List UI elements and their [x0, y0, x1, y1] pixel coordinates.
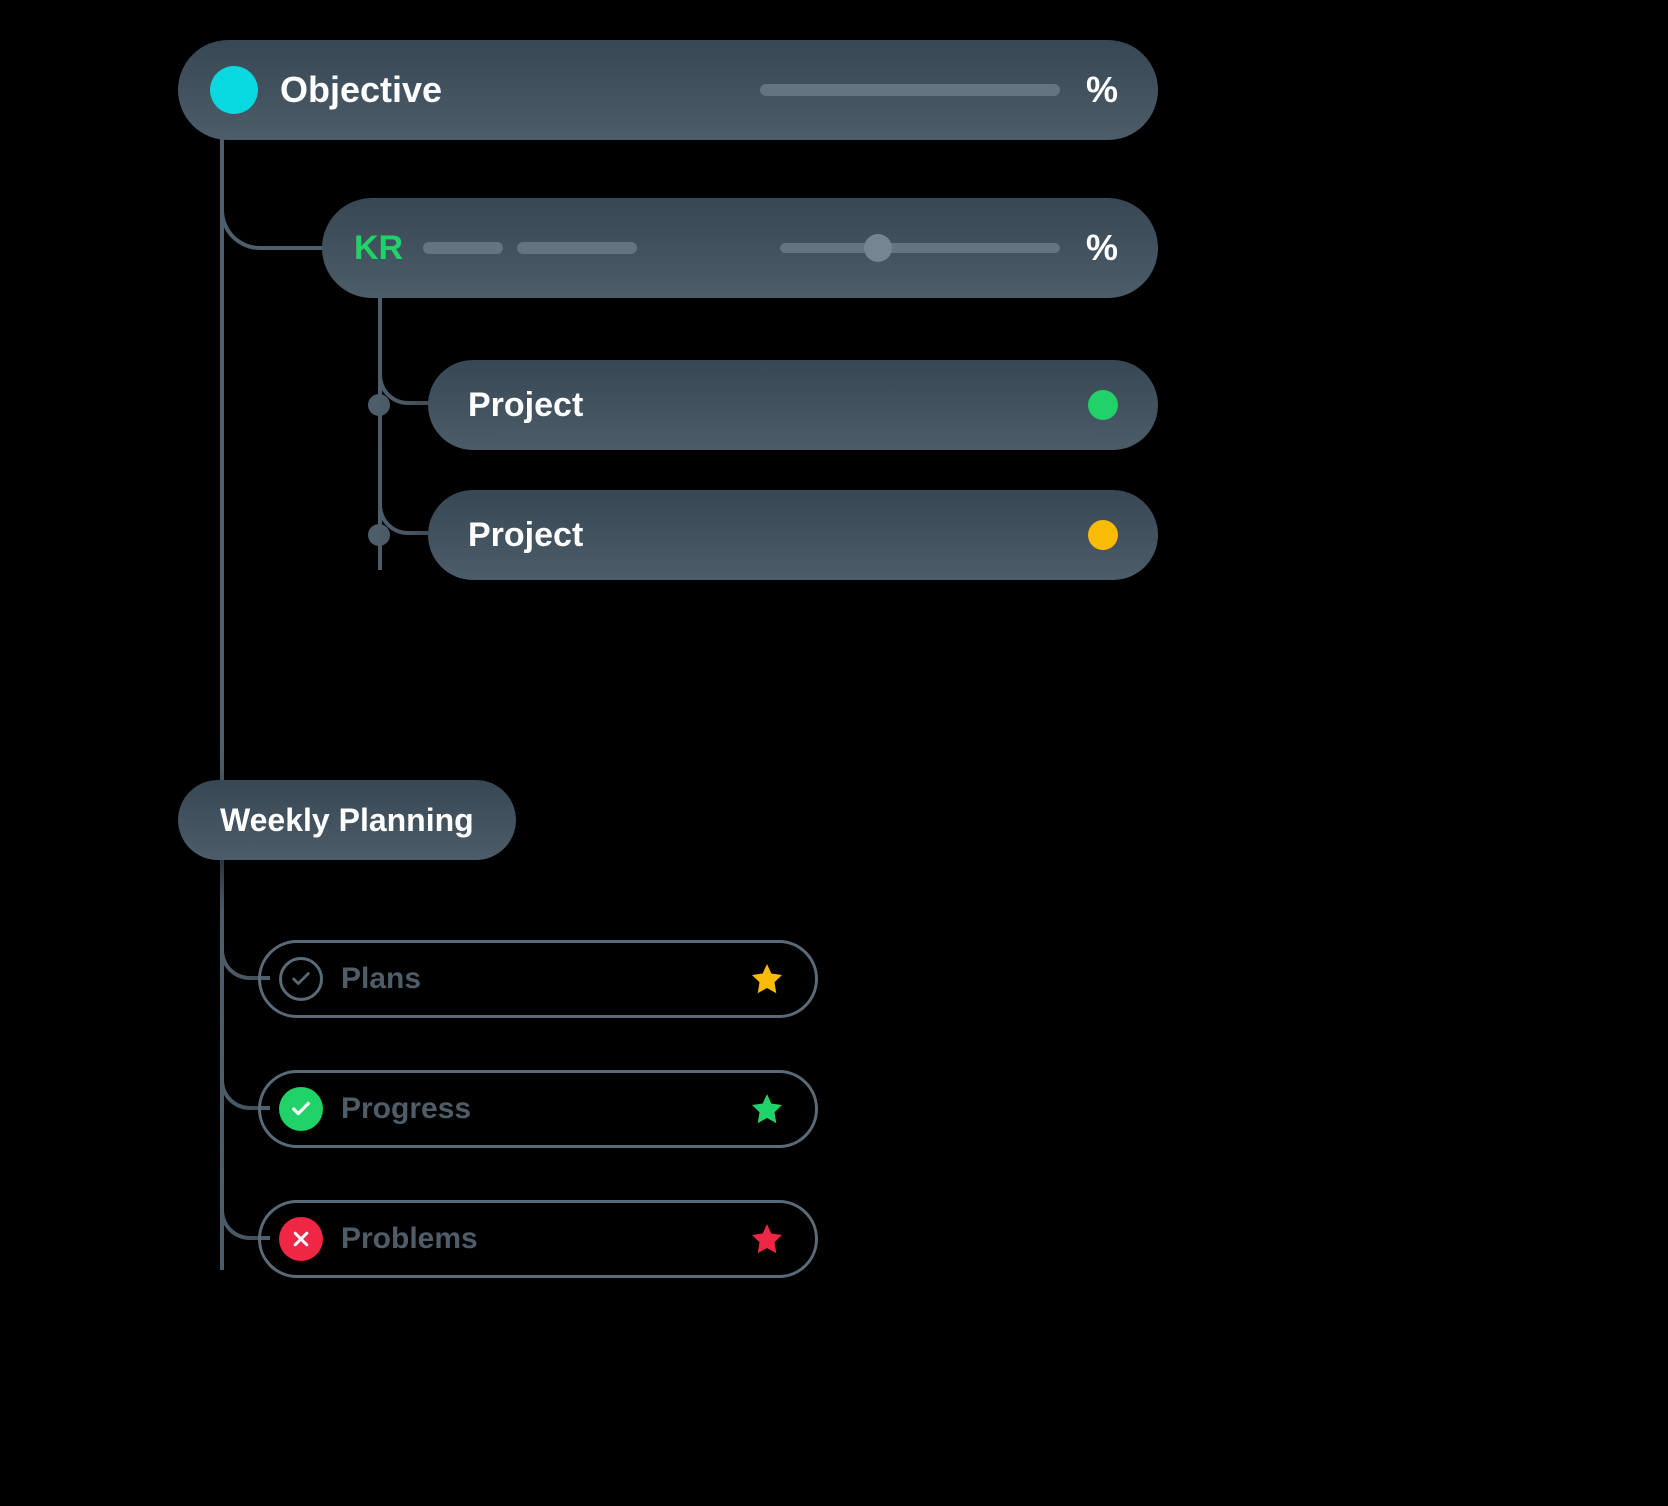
objective-progress-bar: [760, 84, 1060, 96]
objective-label: Objective: [280, 69, 442, 111]
objective-node[interactable]: Objective %: [178, 40, 1158, 140]
project-2-label: Project: [468, 516, 583, 555]
kr-slider-knob[interactable]: [864, 234, 892, 262]
problems-label: Problems: [341, 1222, 478, 1256]
project-node-1[interactable]: Project: [428, 360, 1158, 450]
plans-star-icon: [749, 961, 785, 997]
kr-slider[interactable]: [780, 243, 1060, 253]
kr-node[interactable]: KR %: [322, 198, 1158, 298]
progress-check-icon: [279, 1087, 323, 1131]
problems-x-icon: [279, 1217, 323, 1261]
problems-node[interactable]: Problems: [258, 1200, 818, 1278]
problems-star-icon: [749, 1221, 785, 1257]
connector-main-vertical: [220, 120, 224, 1270]
progress-node[interactable]: Progress: [258, 1070, 818, 1148]
project-1-status-dot-icon: [1088, 390, 1118, 420]
objective-percent: %: [1086, 69, 1118, 111]
node-dot-project-2: [368, 524, 390, 546]
weekly-planning-node[interactable]: Weekly Planning: [178, 780, 516, 860]
weekly-planning-label: Weekly Planning: [220, 802, 474, 839]
progress-label: Progress: [341, 1092, 471, 1126]
kr-text-placeholder-2: [517, 242, 637, 254]
project-2-status-dot-icon: [1088, 520, 1118, 550]
objective-dot-icon: [210, 66, 258, 114]
node-dot-project-1: [368, 394, 390, 416]
kr-percent: %: [1086, 227, 1118, 269]
plans-check-icon: [279, 957, 323, 1001]
plans-label: Plans: [341, 962, 421, 996]
kr-text-placeholder-1: [423, 242, 503, 254]
project-node-2[interactable]: Project: [428, 490, 1158, 580]
plans-node[interactable]: Plans: [258, 940, 818, 1018]
progress-star-icon: [749, 1091, 785, 1127]
project-1-label: Project: [468, 386, 583, 425]
diagram-canvas: Objective % KR % Project Project Weekly …: [0, 0, 1668, 1506]
kr-label: KR: [354, 229, 403, 268]
connector-to-kr: [220, 190, 330, 250]
